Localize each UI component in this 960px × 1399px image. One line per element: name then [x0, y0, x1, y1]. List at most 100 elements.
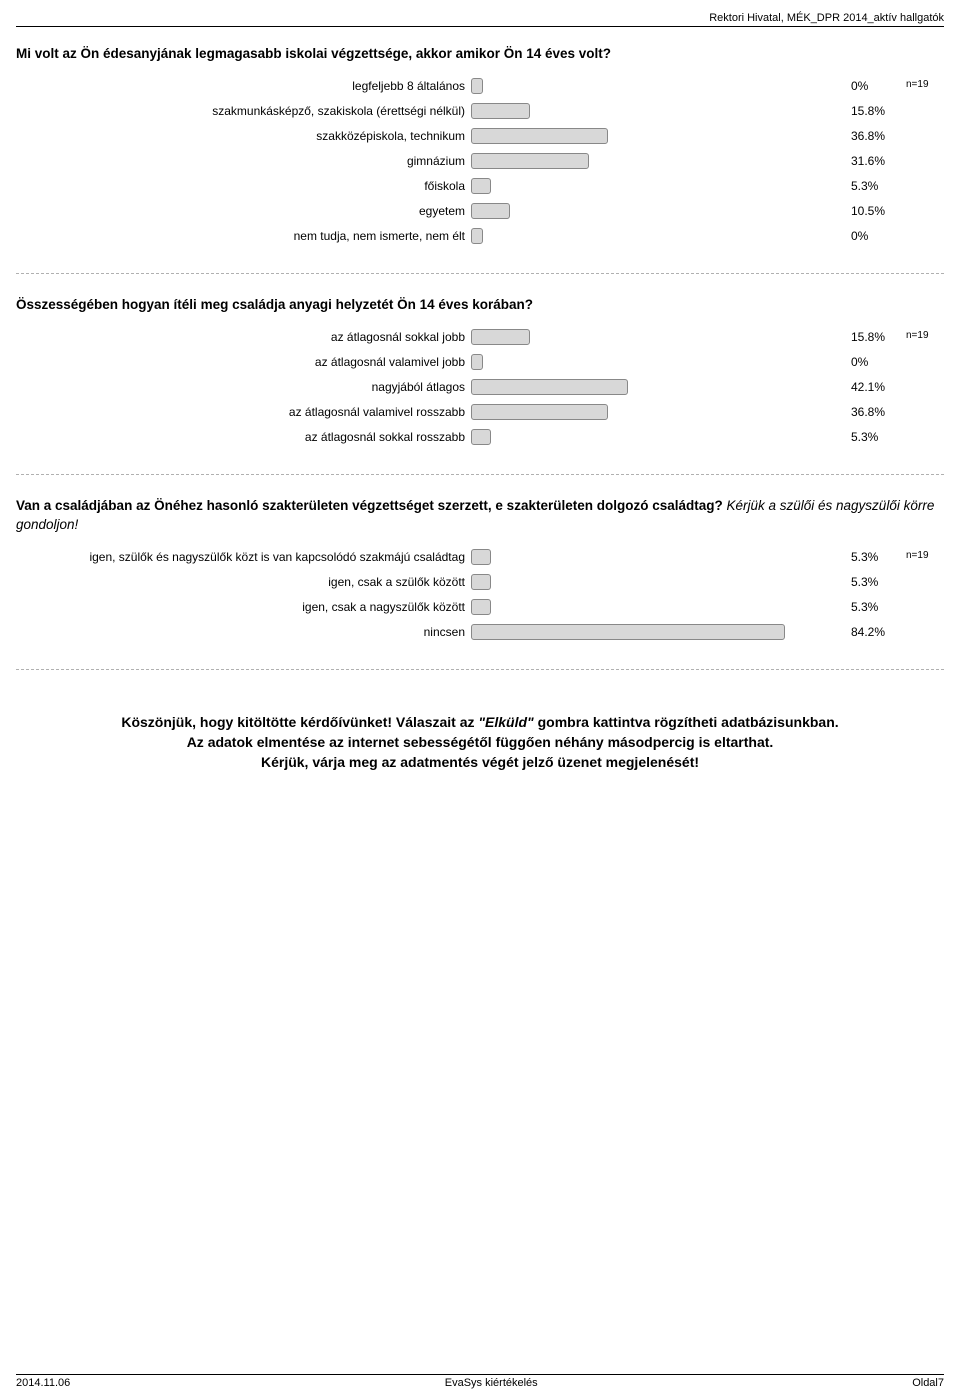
bar-value: 0% — [851, 229, 868, 243]
bar-track: 15.8% — [471, 102, 844, 120]
bar-row-label: az átlagosnál valamivel jobb — [16, 355, 471, 369]
divider-3 — [16, 669, 944, 670]
bar-row: gimnázium31.6% — [16, 152, 944, 170]
bar-row-label: az átlagosnál valamivel rosszabb — [16, 405, 471, 419]
bar-row: igen, csak a nagyszülők között 5.3% — [16, 598, 944, 616]
question-3-title: Van a családjában az Önéhez hasonló szak… — [16, 497, 944, 533]
bar-value: 5.3% — [851, 179, 878, 193]
bar-fill — [471, 404, 608, 420]
bar-fill — [471, 329, 530, 345]
bar-fill — [471, 549, 491, 565]
bar-row: egyetem10.5% — [16, 202, 944, 220]
bar-track: 42.1% — [471, 378, 844, 396]
bar-row: szakmunkásképző, szakiskola (érettségi n… — [16, 102, 944, 120]
bar-track: 5.3% — [471, 177, 844, 195]
bar-value: 5.3% — [851, 550, 878, 564]
bar-row: az átlagosnál valamivel rosszabb36.8% — [16, 403, 944, 421]
closing-l1b: "Elküld" — [478, 714, 533, 730]
closing-line-3: Kérjük, várja meg az adatmentés végét je… — [96, 752, 864, 772]
bar-row-label: egyetem — [16, 204, 471, 218]
bar-track: 15.8%n=19 — [471, 328, 844, 346]
bar-row-label: igen, csak a nagyszülők között — [16, 600, 471, 614]
closing-line-2: Az adatok elmentése az internet sebesség… — [96, 732, 864, 752]
bar-value: 84.2% — [851, 625, 885, 639]
bar-fill — [471, 599, 491, 615]
bar-value: 42.1% — [851, 380, 885, 394]
bar-value: 36.8% — [851, 405, 885, 419]
closing-line-1: Köszönjük, hogy kitöltötte kérdőívünket!… — [96, 712, 864, 732]
footer-center: EvaSys kiértékelés — [445, 1377, 538, 1389]
bar-fill — [471, 429, 491, 445]
bar-row-label: szakközépiskola, technikum — [16, 129, 471, 143]
divider-1 — [16, 273, 944, 274]
bar-row: nem tudja, nem ismerte, nem élt0% — [16, 227, 944, 245]
bar-row-label: az átlagosnál sokkal jobb — [16, 330, 471, 344]
bar-row: az átlagosnál sokkal rosszabb5.3% — [16, 428, 944, 446]
q3-title-plain: Van a családjában az Önéhez hasonló szak… — [16, 498, 726, 513]
bar-row: az átlagosnál valamivel jobb0% — [16, 353, 944, 371]
bar-fill — [471, 153, 589, 169]
question-3: Van a családjában az Önéhez hasonló szak… — [16, 497, 944, 640]
bar-row-label: az átlagosnál sokkal rosszabb — [16, 430, 471, 444]
footer-date: 2014.11.06 — [16, 1377, 70, 1389]
bar-fill — [471, 103, 530, 119]
bar-row: főiskola5.3% — [16, 177, 944, 195]
bar-fill — [471, 379, 628, 395]
bar-track: 10.5% — [471, 202, 844, 220]
question-1: Mi volt az Ön édesanyjának legmagasabb i… — [16, 45, 944, 245]
closing-l1c: gombra kattintva rögzítheti adatbázisunk… — [534, 714, 839, 730]
bar-track: 36.8% — [471, 127, 844, 145]
bar-value: 31.6% — [851, 154, 885, 168]
bar-track: 0% — [471, 227, 844, 245]
footer-page: Oldal7 — [912, 1377, 944, 1389]
bar-value: 5.3% — [851, 575, 878, 589]
bar-row: igen, szülők és nagyszülők közt is van k… — [16, 548, 944, 566]
bar-row: az átlagosnál sokkal jobb15.8%n=19 — [16, 328, 944, 346]
bar-fill — [471, 203, 510, 219]
n-label: n=19 — [906, 79, 929, 90]
question-2: Összességében hogyan ítéli meg családja … — [16, 296, 944, 446]
bar-row: nincsen84.2% — [16, 623, 944, 641]
question-1-title: Mi volt az Ön édesanyjának legmagasabb i… — [16, 45, 944, 63]
bar-track: 5.3% — [471, 573, 844, 591]
bar-row-label: nagyjából átlagos — [16, 380, 471, 394]
bar-row-label: szakmunkásképző, szakiskola (érettségi n… — [16, 104, 471, 118]
bar-row-label: gimnázium — [16, 154, 471, 168]
question-2-rows: az átlagosnál sokkal jobb15.8%n=19az átl… — [16, 328, 944, 446]
bar-fill — [471, 128, 608, 144]
bar-track: 0%n=19 — [471, 77, 844, 95]
bar-track: 84.2% — [471, 623, 844, 641]
bar-value: 0% — [851, 355, 868, 369]
bar-track: 31.6% — [471, 152, 844, 170]
bar-value: 15.8% — [851, 104, 885, 118]
bar-value: 0% — [851, 79, 868, 93]
bar-value: 36.8% — [851, 129, 885, 143]
page-footer: 2014.11.06 EvaSys kiértékelés Oldal7 — [16, 1374, 944, 1389]
bar-row: legfeljebb 8 általános0%n=19 — [16, 77, 944, 95]
bar-row: igen, csak a szülők között5.3% — [16, 573, 944, 591]
bar-track: 0% — [471, 353, 844, 371]
bar-row-label: főiskola — [16, 179, 471, 193]
bar-fill — [471, 228, 483, 244]
question-3-rows: igen, szülők és nagyszülők közt is van k… — [16, 548, 944, 641]
bar-row-label: legfeljebb 8 általános — [16, 79, 471, 93]
page-header: Rektori Hivatal, MÉK_DPR 2014_aktív hall… — [16, 12, 944, 27]
bar-row: szakközépiskola, technikum36.8% — [16, 127, 944, 145]
n-label: n=19 — [906, 330, 929, 341]
bar-row: nagyjából átlagos42.1% — [16, 378, 944, 396]
bar-value: 5.3% — [851, 600, 878, 614]
bar-fill — [471, 78, 483, 94]
closing-text: Köszönjük, hogy kitöltötte kérdőívünket!… — [16, 712, 944, 773]
bar-track: 5.3%n=19 — [471, 548, 844, 566]
bar-track: 5.3% — [471, 428, 844, 446]
bar-fill — [471, 624, 785, 640]
bar-fill — [471, 354, 483, 370]
bar-value: 5.3% — [851, 430, 878, 444]
bar-row-label: nincsen — [16, 625, 471, 639]
closing-l1a: Köszönjük, hogy kitöltötte kérdőívünket!… — [121, 714, 478, 730]
bar-fill — [471, 178, 491, 194]
divider-2 — [16, 474, 944, 475]
bar-value: 10.5% — [851, 204, 885, 218]
bar-track: 36.8% — [471, 403, 844, 421]
n-label: n=19 — [906, 550, 929, 561]
